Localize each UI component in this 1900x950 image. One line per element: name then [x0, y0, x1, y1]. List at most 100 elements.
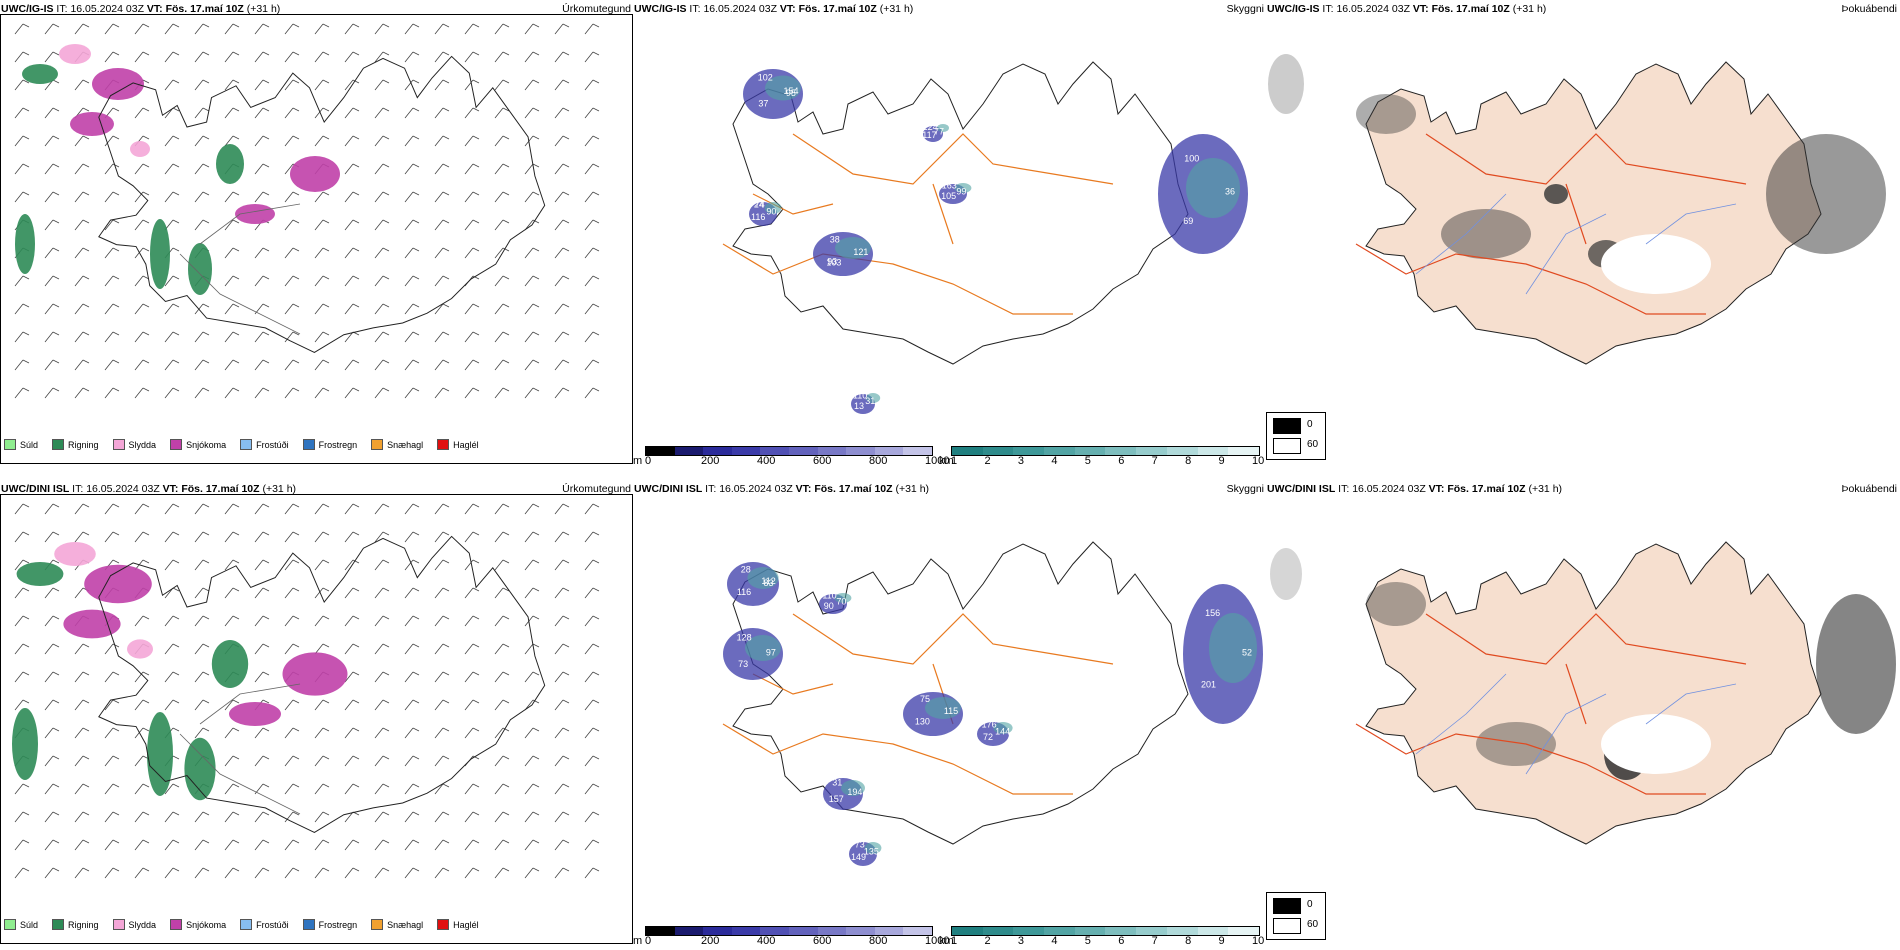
- wind-barb: [434, 867, 450, 879]
- wind-barb: [374, 727, 390, 739]
- colorbar-tick: 6: [1118, 455, 1125, 464]
- wind-barb: [164, 275, 180, 287]
- wind-barb: [344, 387, 360, 399]
- precip-area: [188, 243, 212, 295]
- wind-barb: [194, 587, 210, 599]
- colorbar-unit: m: [633, 935, 643, 944]
- colorbar-cell: [1136, 927, 1167, 935]
- colorbar-tick: 10: [1252, 935, 1265, 944]
- wind-barb: [494, 135, 510, 147]
- visibility-value-label: 117: [922, 130, 936, 140]
- wind-barb: [524, 107, 540, 119]
- wind-barb: [284, 503, 300, 515]
- wind-barb: [284, 247, 300, 259]
- legend-item: Frostregn: [302, 919, 357, 930]
- colorbar-tick: 3: [1017, 935, 1024, 944]
- wind-barb: [344, 559, 360, 571]
- wind-barb: [254, 387, 270, 399]
- wind-barb: [374, 191, 390, 203]
- wind-barb: [44, 867, 60, 879]
- wind-barb: [584, 839, 600, 851]
- wind-barb: [104, 839, 120, 851]
- visibility-value-label: 99: [956, 187, 966, 197]
- wind-barb: [434, 163, 450, 175]
- wind-barb: [374, 387, 390, 399]
- wind-barb: [14, 867, 30, 879]
- legend-label: Snæhagl: [387, 439, 424, 450]
- wind-barb: [254, 359, 270, 371]
- legend-item: Rigning: [52, 439, 99, 450]
- visibility-value-label: 135: [864, 847, 879, 857]
- wind-barb: [464, 503, 480, 515]
- wind-barb: [494, 191, 510, 203]
- wind-barb: [524, 615, 540, 627]
- precip-area: [12, 708, 38, 780]
- wind-barb: [224, 79, 240, 91]
- visibility-area: [993, 722, 1013, 734]
- wind-barb: [14, 107, 30, 119]
- wind-barb: [464, 531, 480, 543]
- wind-barb: [224, 811, 240, 823]
- wind-barb: [164, 331, 180, 343]
- colorbar-unit: m: [633, 455, 643, 464]
- roads: [722, 613, 1114, 795]
- wind-barb: [584, 615, 600, 627]
- wind-barb: [314, 191, 330, 203]
- wind-barb: [14, 387, 30, 399]
- wind-barb: [194, 23, 210, 35]
- wind-barb: [374, 303, 390, 315]
- wind-barb: [554, 811, 570, 823]
- legend-swatch: [112, 919, 125, 930]
- visibility-panel-bottom: UWC/DINI ISL IT: 16.05.2024 03Z VT: Fös.…: [633, 480, 1266, 944]
- colorbar-cell: [1044, 447, 1075, 455]
- wind-barb: [284, 135, 300, 147]
- wind-barb: [254, 51, 270, 63]
- panel-header: UWC/DINI ISL IT: 16.05.2024 03Z VT: Fös.…: [1267, 483, 1563, 495]
- wind-barb: [164, 783, 180, 795]
- wind-barb: [584, 811, 600, 823]
- fog-panel-bottom: UWC/DINI ISL IT: 16.05.2024 03Z VT: Fös.…: [1266, 480, 1899, 944]
- fog-area: [1476, 722, 1556, 766]
- wind-barb: [584, 303, 600, 315]
- wind-barb: [134, 219, 150, 231]
- wind-barb: [194, 387, 210, 399]
- wind-barb: [194, 615, 210, 627]
- wind-barb: [494, 559, 510, 571]
- wind-barb: [524, 671, 540, 683]
- wind-barb: [464, 163, 480, 175]
- precip-area: [84, 564, 152, 604]
- wind-barb: [134, 107, 150, 119]
- wind-barb: [134, 359, 150, 371]
- wind-barb: [404, 275, 420, 287]
- wind-barb: [464, 671, 480, 683]
- wind-barb: [374, 699, 390, 711]
- wind-barb: [254, 135, 270, 147]
- wind-barb: [584, 275, 600, 287]
- precip-type-map: [14, 23, 600, 399]
- panel-title: Skyggni: [1226, 483, 1264, 495]
- colorbar-cell: [788, 927, 818, 935]
- wind-barb: [374, 247, 390, 259]
- wind-barb: [524, 559, 540, 571]
- wind-barb: [44, 359, 60, 371]
- wind-barb: [494, 163, 510, 175]
- visibility-value-label: 74: [755, 199, 765, 209]
- wind-barb: [194, 219, 210, 231]
- colorbar-cell: [646, 927, 675, 935]
- legend-item: Slydda: [112, 919, 156, 930]
- colorbar-tick: 9: [1218, 455, 1225, 464]
- wind-barb: [284, 783, 300, 795]
- wind-barb: [134, 163, 150, 175]
- wind-barb: [314, 247, 330, 259]
- wind-barb: [344, 839, 360, 851]
- precip-area: [216, 144, 244, 184]
- wind-barb: [464, 23, 480, 35]
- visibility-value-label: 163: [942, 181, 957, 191]
- legend-label: Haglél: [453, 919, 479, 930]
- wind-barb: [464, 615, 480, 627]
- wind-barb: [494, 303, 510, 315]
- colorbar-tick: 5: [1084, 935, 1091, 944]
- wind-barb: [284, 587, 300, 599]
- wind-barb: [224, 275, 240, 287]
- wind-barb: [104, 531, 120, 543]
